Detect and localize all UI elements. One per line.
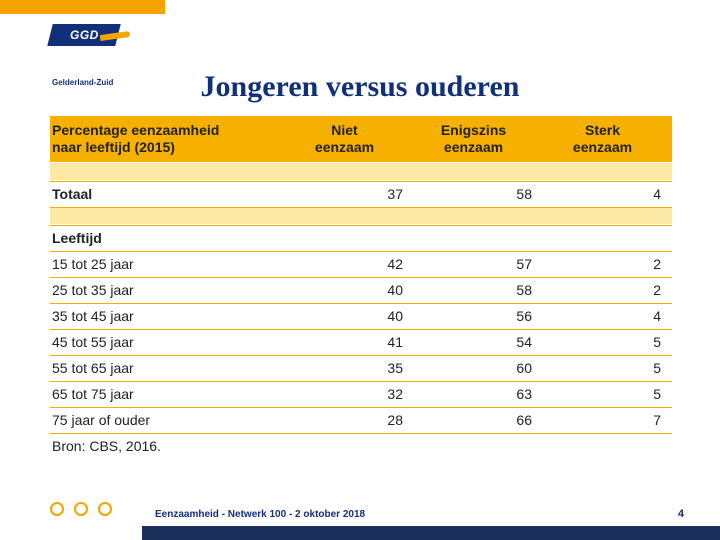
logo-text: GGD xyxy=(70,28,99,42)
header-col3-line1: Enigszins xyxy=(441,122,506,138)
row-v3: 4 xyxy=(542,304,671,328)
table-row: 55 tot 65 jaar35605 xyxy=(50,355,672,381)
section-label: Leeftijd xyxy=(50,226,284,250)
total-v2: 58 xyxy=(413,182,542,206)
header-col4-line2: eenzaam xyxy=(573,139,632,155)
page-number: 4 xyxy=(678,508,684,520)
table-band xyxy=(50,207,672,225)
total-label: Totaal xyxy=(50,182,284,206)
logo-mark: GGD xyxy=(50,24,130,52)
row-v3: 5 xyxy=(542,356,671,380)
row-v3: 5 xyxy=(542,382,671,406)
footer-left-gap xyxy=(0,526,142,540)
circle-icon xyxy=(74,502,88,516)
footer-navy-bar xyxy=(142,526,720,540)
table-total-row: Totaal 37 58 4 xyxy=(50,181,672,207)
page-title: Jongeren versus ouderen xyxy=(0,70,720,104)
header-col2: Niet eenzaam xyxy=(284,116,413,162)
row-label: 55 tot 65 jaar xyxy=(50,356,284,380)
row-label: 65 tot 75 jaar xyxy=(50,382,284,406)
circle-icon xyxy=(98,502,112,516)
row-v2: 57 xyxy=(413,252,542,276)
header-col2-line1: Niet xyxy=(331,122,357,138)
row-label: 25 tot 35 jaar xyxy=(50,278,284,302)
table-source-row: Bron: CBS, 2016. xyxy=(50,433,672,459)
row-v1: 32 xyxy=(284,382,413,406)
footer: Eenzaamheid - Netwerk 100 - 2 oktober 20… xyxy=(0,492,720,540)
row-label: 35 tot 45 jaar xyxy=(50,304,284,328)
row-v1: 35 xyxy=(284,356,413,380)
data-table: Percentage eenzaamheid naar leeftijd (20… xyxy=(50,116,672,459)
table-row: 35 tot 45 jaar40564 xyxy=(50,303,672,329)
table-band xyxy=(50,163,672,181)
table-row: 45 tot 55 jaar41545 xyxy=(50,329,672,355)
row-v2: 54 xyxy=(413,330,542,354)
table-section-row: Leeftijd xyxy=(50,225,672,251)
header-col1-line2: naar leeftijd (2015) xyxy=(52,139,175,155)
table-row: 25 tot 35 jaar40582 xyxy=(50,277,672,303)
row-v2: 56 xyxy=(413,304,542,328)
total-v1: 37 xyxy=(284,182,413,206)
row-v2: 60 xyxy=(413,356,542,380)
row-v1: 42 xyxy=(284,252,413,276)
row-v1: 41 xyxy=(284,330,413,354)
header-col2-line2: eenzaam xyxy=(315,139,374,155)
row-v3: 2 xyxy=(542,278,671,302)
footer-circles-icon xyxy=(50,502,112,516)
row-v3: 7 xyxy=(542,408,671,432)
slide: GGD Gelderland-Zuid Jongeren versus oude… xyxy=(0,0,720,540)
table-row: 65 tot 75 jaar32635 xyxy=(50,381,672,407)
row-v2: 63 xyxy=(413,382,542,406)
row-v3: 5 xyxy=(542,330,671,354)
circle-icon xyxy=(50,502,64,516)
table-row: 15 tot 25 jaar42572 xyxy=(50,251,672,277)
row-v1: 28 xyxy=(284,408,413,432)
row-v1: 40 xyxy=(284,304,413,328)
source-text: Bron: CBS, 2016. xyxy=(50,434,284,458)
top-accent-bar xyxy=(0,0,165,14)
row-v3: 2 xyxy=(542,252,671,276)
row-v1: 40 xyxy=(284,278,413,302)
header-col1-line1: Percentage eenzaamheid xyxy=(52,122,219,138)
row-label: 75 jaar of ouder xyxy=(50,408,284,432)
table-row: 75 jaar of ouder28667 xyxy=(50,407,672,433)
footer-text: Eenzaamheid - Netwerk 100 - 2 oktober 20… xyxy=(155,509,365,520)
row-v2: 58 xyxy=(413,278,542,302)
header-col3: Enigszins eenzaam xyxy=(413,116,542,162)
row-label: 45 tot 55 jaar xyxy=(50,330,284,354)
total-v3: 4 xyxy=(542,182,671,206)
header-col4: Sterk eenzaam xyxy=(542,116,671,162)
header-col4-line1: Sterk xyxy=(585,122,620,138)
row-v2: 66 xyxy=(413,408,542,432)
header-col1: Percentage eenzaamheid naar leeftijd (20… xyxy=(50,116,284,162)
row-label: 15 tot 25 jaar xyxy=(50,252,284,276)
table-header-row: Percentage eenzaamheid naar leeftijd (20… xyxy=(50,116,672,163)
header-col3-line2: eenzaam xyxy=(444,139,503,155)
